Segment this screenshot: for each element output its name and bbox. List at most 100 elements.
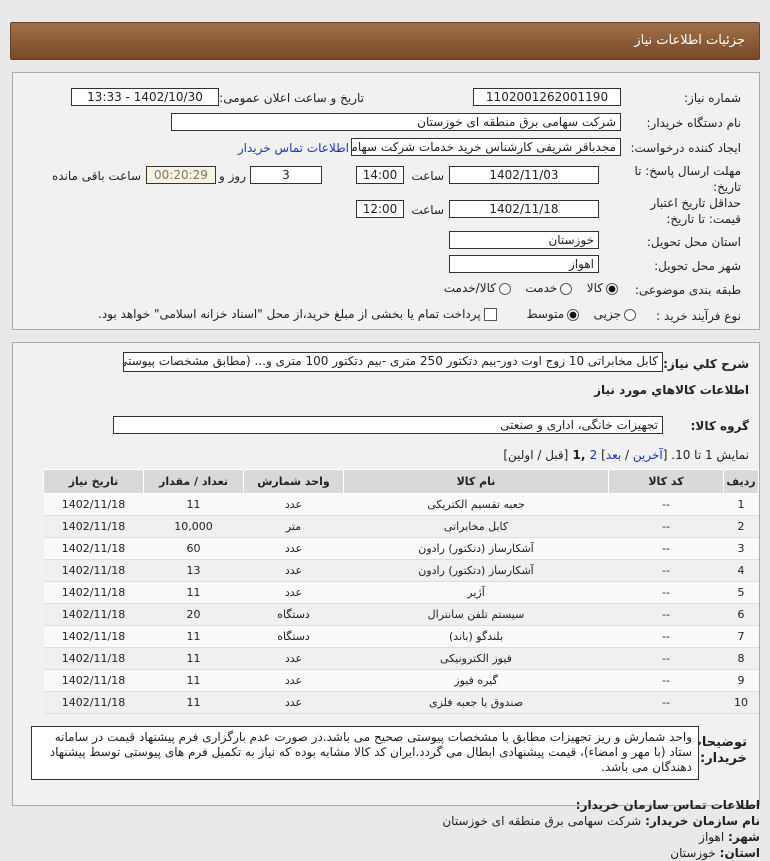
table-cell: 9 — [723, 669, 759, 692]
contact-province: خوزستان — [670, 846, 716, 860]
table-cell: -- — [608, 581, 724, 604]
contact-city-label: شهر: — [728, 830, 760, 844]
need-number-field: 1102001262001190 — [473, 88, 621, 106]
creator-field: مجدباقر شریفی کارشناس خرید خدمات شرکت سه… — [351, 138, 621, 156]
category-radio-service[interactable] — [560, 282, 573, 295]
summary-label: شرح کلي نياز: — [663, 357, 749, 371]
table-cell: -- — [608, 647, 724, 670]
table-cell: 60 — [143, 537, 244, 560]
pager-text: نمایش 1 تا 10. [ — [662, 448, 749, 462]
category-option-label: کالا — [586, 281, 603, 295]
table-cell: 6 — [723, 603, 759, 626]
table-cell: 1402/11/18 — [43, 691, 144, 714]
category-radio-goods[interactable] — [606, 282, 618, 295]
remaining-label: ساعت باقی مانده — [51, 169, 141, 183]
table-cell: عدد — [243, 537, 344, 560]
table-row: 7 -- بلندگو (باند) دستگاه 11 1402/11/18 — [43, 625, 759, 648]
buyer-contact-section: اطلاعات تماس سازمان خریدار: نام سازمان خ… — [442, 797, 760, 861]
province-field: خوزستان — [449, 231, 599, 249]
table-cell: متر — [243, 515, 344, 538]
pager: نمایش 1 تا 10. [آخرین / بعد] 2 ,1 [قبل /… — [503, 448, 749, 462]
table-cell: 1402/11/18 — [43, 581, 144, 604]
table-cell: -- — [608, 493, 724, 516]
column-header: نام کالا — [343, 469, 609, 494]
need-info-panel: شماره نیاز: 1102001262001190 تاریخ و ساع… — [12, 72, 760, 330]
table-cell: بلندگو (باند) — [343, 625, 609, 648]
table-cell: گیره فیوز — [343, 669, 609, 692]
table-cell: 1402/11/18 — [43, 625, 144, 648]
table-cell: 11 — [143, 581, 244, 604]
table-cell: 7 — [723, 625, 759, 648]
table-row: 4 -- آشکارساز (دتکتور) رادون عدد 13 1402/11/1… — [43, 559, 759, 582]
table-cell: -- — [608, 537, 724, 560]
table-cell: جعبه تقسیم الکتریکی — [343, 493, 609, 516]
process-radio-minor[interactable] — [624, 308, 636, 321]
page-title: جزئیات اطلاعات نیاز — [634, 33, 745, 48]
city-field: اهواز — [449, 255, 599, 273]
table-cell: 2 — [723, 515, 759, 538]
column-header: تعداد / مقدار — [143, 469, 244, 494]
table-cell: 4 — [723, 559, 759, 582]
pager-page-2-link[interactable]: 2 — [589, 448, 598, 462]
process-radio-group: جزیی متوسط پرداخت تمام یا بخشی از مبلغ خ… — [98, 307, 639, 321]
table-cell: عدد — [243, 493, 344, 516]
table-cell: عدد — [243, 647, 344, 670]
table-cell: فیوز الکترونیکی — [343, 647, 609, 670]
treasury-payment-checkbox[interactable] — [483, 308, 497, 321]
table-row: 5 -- آژیر عدد 11 1402/11/18 — [43, 581, 759, 604]
table-row: 9 -- گیره فیوز عدد 11 1402/11/18 — [43, 669, 759, 692]
table-row: 2 -- کابل مخابراتی متر 10,000 1402/11/18 — [43, 515, 759, 538]
city-label: شهر محل تحویل: — [654, 259, 741, 273]
table-cell: 1402/11/18 — [43, 537, 144, 560]
table-cell: 1402/11/18 — [43, 559, 144, 582]
table-cell: آشکارساز (دتکتور) رادون — [343, 537, 609, 560]
table-cell: -- — [608, 625, 724, 648]
pager-current-page: ,1 — [568, 448, 590, 462]
validity-time-label: ساعت — [411, 203, 444, 217]
table-cell: 11 — [143, 647, 244, 670]
table-cell: عدد — [243, 669, 344, 692]
table-cell: عدد — [243, 581, 344, 604]
table-row: 3 -- آشکارساز (دتکتور) رادون عدد 60 1402/11/1… — [43, 537, 759, 560]
pager-next-link[interactable]: بعد — [605, 448, 622, 462]
table-cell: صندوق یا جعبه فلزی — [343, 691, 609, 714]
table-body: 1 -- جعبه تقسیم الکتریکی عدد 11 1402/11/18 2 --… — [43, 493, 759, 714]
pager-separator: / — [621, 448, 633, 462]
buyer-contact-link[interactable]: اطلاعات تماس خریدار — [237, 141, 349, 155]
table-cell: 5 — [723, 581, 759, 604]
announce-field: 1402/10/30 - 13:33 — [71, 88, 219, 106]
contact-org: شرکت سهامی برق منطقه ای خوزستان — [442, 814, 642, 828]
category-radio-both[interactable] — [498, 282, 511, 295]
summary-field: کابل مخابراتی 10 زوج اوت دور-بیم دتکتور … — [123, 352, 663, 372]
process-radio-medium[interactable] — [567, 308, 580, 321]
validity-time-field: 12:00 — [356, 200, 404, 218]
table-row: 1 -- جعبه تقسیم الکتریکی عدد 11 1402/11/18 — [43, 493, 759, 516]
pager-last-link[interactable]: آخرین — [632, 448, 663, 462]
table-cell: -- — [608, 559, 724, 582]
table-cell: -- — [608, 515, 724, 538]
notes-label: توضیحات خریدار: — [688, 735, 747, 766]
table-cell: دستگاه — [243, 625, 344, 648]
deadline-date-field: 1402/11/03 — [449, 166, 599, 184]
group-label: گروه کالا: — [690, 419, 749, 433]
table-cell: سیستم تلفن سانترال — [343, 603, 609, 626]
table-cell: 3 — [723, 537, 759, 560]
province-label: استان محل تحویل: — [646, 235, 741, 249]
table-cell: 1402/11/18 — [43, 493, 144, 516]
table-cell: دستگاه — [243, 603, 344, 626]
table-header-row: ردیف کد کالا نام کالا واحد شمارش تعداد / مقد… — [43, 469, 759, 494]
buyer-notes: واحد شمارش و ریز تجهیزات مطابق با مشخصات… — [31, 726, 699, 780]
goods-table: ردیف کد کالا نام کالا واحد شمارش تعداد / مقد… — [43, 469, 759, 714]
table-cell: -- — [608, 669, 724, 692]
creator-label: ایجاد کننده درخواست: — [630, 141, 741, 155]
page-header: جزئیات اطلاعات نیاز — [10, 22, 760, 60]
buyer-field: شرکت سهامی برق منطقه ای خوزستان — [171, 113, 621, 131]
table-row: 8 -- فیوز الکترونیکی عدد 11 1402/11/18 — [43, 647, 759, 670]
table-cell: 8 — [723, 647, 759, 670]
column-header: ردیف — [723, 469, 759, 494]
table-cell: 11 — [143, 691, 244, 714]
table-cell: 11 — [143, 625, 244, 648]
table-cell: 1402/11/18 — [43, 515, 144, 538]
table-row: 6 -- سیستم تلفن سانترال دستگاه 20 1402/11/18 — [43, 603, 759, 626]
buyer-label: نام دستگاه خریدار: — [646, 116, 742, 130]
